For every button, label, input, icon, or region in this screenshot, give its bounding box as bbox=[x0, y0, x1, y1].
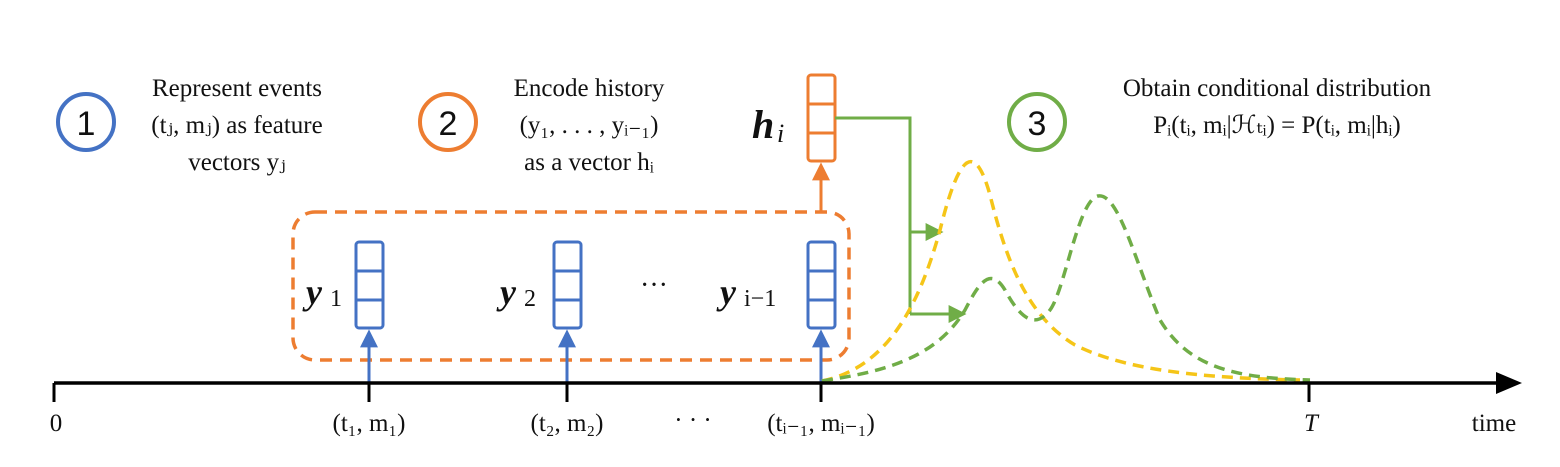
vector-ellipsis: ··· bbox=[640, 270, 668, 301]
timeline-ellipsis: · · · bbox=[674, 407, 711, 434]
timeline-event-i-1: (tᵢ₋₁, mᵢ₋₁) bbox=[767, 410, 875, 437]
vector-y1-sub: 1 bbox=[330, 286, 342, 312]
encoder-box bbox=[291, 210, 851, 362]
step-1-number: 1 bbox=[77, 105, 96, 143]
step-2: 2 Encode history (y₁, . . . , yᵢ₋₁) as a… bbox=[418, 75, 665, 176]
step-3-line-2: Pᵢ(tᵢ, mᵢ|ℋₜᵢ) = P(tᵢ, mᵢ|hᵢ) bbox=[1153, 112, 1401, 139]
step-2-number: 2 bbox=[439, 105, 458, 143]
timeline-axis-label: time bbox=[1472, 410, 1516, 437]
vector-y1: y 1 bbox=[302, 240, 385, 330]
step-1-line-3: vectors yⱼ bbox=[188, 149, 286, 176]
vector-hi-label: h bbox=[752, 102, 774, 147]
distribution-curve-green bbox=[821, 194, 1311, 383]
step-2-line-2: (y₁, . . . , yᵢ₋₁) bbox=[520, 112, 659, 139]
timeline-axis bbox=[52, 372, 1522, 402]
vector-y1-label: y bbox=[302, 272, 323, 312]
h-to-distribution-arrows bbox=[835, 116, 967, 323]
vector-hi: h i bbox=[752, 73, 837, 163]
vector-yi-1-sub: i−1 bbox=[744, 286, 776, 312]
distribution-curve-yellow bbox=[821, 159, 1301, 383]
step-1: 1 Represent events (tⱼ, mⱼ) as feature v… bbox=[56, 75, 323, 176]
step-3-number: 3 bbox=[1028, 105, 1047, 143]
step-2-line-3: as a vector hᵢ bbox=[524, 149, 654, 176]
vector-yi-1: y i−1 bbox=[716, 240, 837, 330]
timeline-origin: 0 bbox=[50, 410, 63, 437]
step-1-circle bbox=[56, 92, 116, 152]
step-1-line-1: Represent events bbox=[152, 75, 322, 102]
step-3-line-1: Obtain conditional distribution bbox=[1123, 75, 1432, 102]
vector-hi-sub: i bbox=[777, 119, 784, 148]
vector-y2-sub: 2 bbox=[524, 286, 536, 312]
timeline-event-1: (t₁, m₁) bbox=[333, 410, 406, 437]
timeline-end: T bbox=[1304, 410, 1320, 437]
timeline-event-2: (t₂, m₂) bbox=[531, 410, 604, 437]
vector-y2: y 2 bbox=[496, 240, 583, 330]
vector-yi-1-label: y bbox=[716, 272, 737, 312]
step-2-circle bbox=[418, 92, 478, 152]
step-3: 3 Obtain conditional distribution Pᵢ(tᵢ,… bbox=[1007, 75, 1432, 152]
step-2-line-1: Encode history bbox=[514, 75, 665, 102]
step-1-line-2: (tⱼ, mⱼ) as feature bbox=[151, 112, 322, 139]
step-3-circle bbox=[1007, 92, 1067, 152]
vector-y2-label: y bbox=[496, 272, 517, 312]
